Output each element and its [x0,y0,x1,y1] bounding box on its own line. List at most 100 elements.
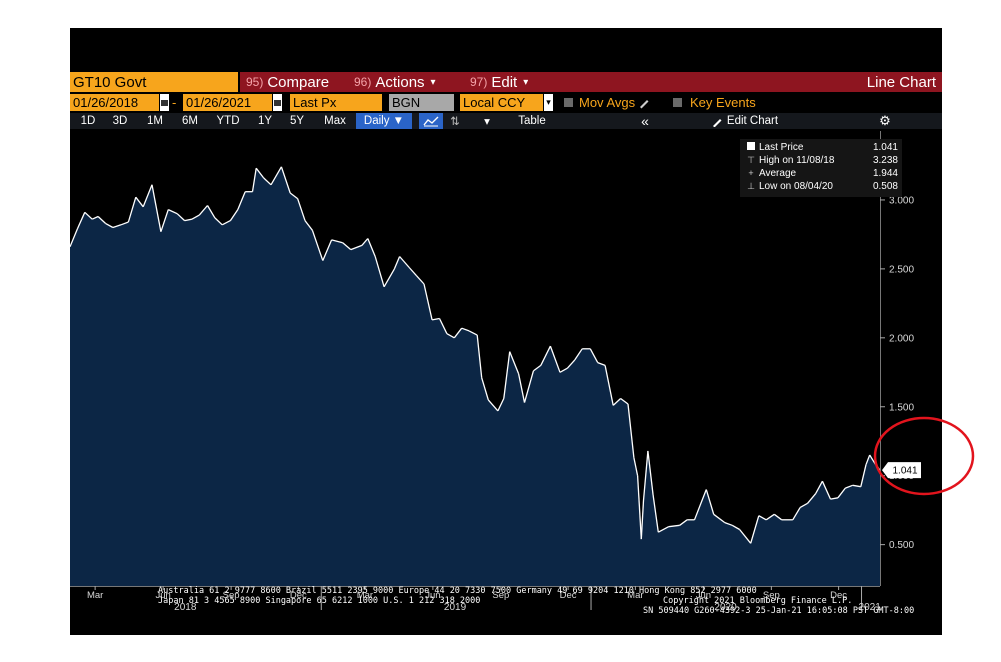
key-events-toggle[interactable]: Key Events [673,94,756,111]
series-line-segment [76,212,86,230]
series-line-segment [657,526,669,533]
year-label: 2018 [174,602,197,611]
series-line-segment [151,184,162,232]
range-6m-button[interactable]: 6M [182,115,198,127]
series-line-segment [361,238,369,246]
pencil-icon[interactable] [638,97,650,109]
x-tick-label: Mar [357,590,373,601]
range-1y-button[interactable]: 1Y [257,115,273,127]
x-tick-label: Dec [830,590,847,601]
series-line-segment [431,317,440,321]
series-line-segment [91,215,99,220]
terminal-window: GT10 Govt 95) Compare 96) Actions ▾ 97) … [70,28,942,635]
y-tick-label: 0.500 [889,540,914,551]
edit-chart-label: Edit Chart [726,115,779,127]
edit-chart-button[interactable]: Edit Chart [700,113,790,129]
series-line-segment [446,333,455,339]
collapse-button[interactable]: « [641,113,649,129]
series-line-segment [765,513,775,521]
split-icon[interactable]: ⇅ [450,116,460,128]
series-line-segment [517,373,526,403]
currency-select[interactable]: Local CCY [460,94,543,111]
legend-square-icon [746,142,756,152]
series-line-segment [120,221,129,226]
series-line-segment [815,480,823,494]
series-line-segment [830,497,839,500]
series-line-segment [758,515,767,521]
series-line-segment [799,502,808,508]
pricing-source-field[interactable]: BGN [389,94,454,111]
toolbar: 1D 3D 1M 6M YTD 1Y 5Y Max Daily ▼ ⇅ ▾ Ta… [70,113,942,129]
series-line-segment [549,345,561,373]
y-tick-label: 2.000 [889,333,914,344]
series-line-segment [322,239,333,261]
series-line-segment [383,268,395,288]
ticker-field[interactable]: GT10 Govt [70,72,238,92]
annotation-circle [873,416,975,496]
compare-menu[interactable]: 95) Compare [246,72,329,92]
series-line-segment [807,493,817,504]
end-date-field[interactable]: 01/26/2021 [183,94,272,111]
key-events-checkbox[interactable] [673,98,682,107]
series-line-segment [84,211,93,220]
footer-phones-line1: Australia 61 2 9777 8600 Brazil 5511 239… [158,586,757,596]
series-line-segment [481,377,489,401]
series-line-segment [773,513,783,521]
series-line-segment [640,500,645,540]
series-line-segment [750,515,760,544]
area-fill [70,166,880,587]
y-tick-label: 3.000 [889,195,914,206]
series-line-segment [693,489,707,521]
series-line-segment [342,242,352,251]
series-line-segment [127,197,137,223]
start-date-calendar-button[interactable] [160,94,169,111]
end-date-calendar-button[interactable] [273,94,282,111]
actions-menu[interactable]: 96) Actions ▾ [354,72,436,92]
x-tick-label: Jun [696,590,711,601]
edit-menu[interactable]: 97) Edit ▾ [470,72,528,92]
legend-low: ⊥ Low on 08/04/20 0.508 [746,180,898,192]
mov-avgs-checkbox[interactable] [564,98,573,107]
series-line-segment [869,454,876,464]
legend-last-price-value: 1.041 [872,141,898,153]
title-bar: GT10 Govt 95) Compare 96) Actions ▾ 97) … [70,72,942,92]
range-1m-button[interactable]: 1M [147,115,163,127]
period-select[interactable]: Daily ▼ [356,113,412,129]
compare-menu-label: Compare [267,73,330,91]
calendar-icon [274,100,281,106]
legend-low-label: Low on 08/04/20 [759,180,833,192]
series-line-segment [589,348,599,363]
price-field-select[interactable]: Last Px [290,94,382,111]
series-line-segment [289,192,298,200]
series-line-segment [668,524,680,528]
series-line-segment [367,238,376,257]
series-line-segment [523,370,535,403]
chart-legend: Last Price 1.041 ⊤ High on 11/08/18 3.23… [740,139,902,197]
price-chart[interactable]: 0.5001.0001.5002.0002.5003.000MarJunSepD… [70,131,942,611]
range-1d-button[interactable]: 1D [80,115,96,127]
x-tick-label: Sep [223,590,240,601]
mov-avgs-toggle[interactable]: Mov Avgs [564,94,650,111]
table-button[interactable]: Table [518,115,546,127]
x-tick-label: Sep [763,590,780,601]
range-5y-button[interactable]: 5Y [289,115,305,127]
currency-dropdown-button[interactable]: ▾ [544,94,553,111]
series-line-segment [350,244,363,251]
line-chart-style-button[interactable] [419,113,443,129]
settings-bar: 01/26/2018 - 01/26/2021 Last Px BGN Loca… [70,94,942,111]
series-line-segment [168,209,178,215]
range-max-button[interactable]: Max [324,115,346,127]
year-label: 2020 [714,602,737,611]
date-range-separator: - [172,95,177,110]
x-tick-label: Dec [560,590,577,601]
edit-menu-arrow: ▾ [523,76,529,88]
footer-phones-line2: Japan 81 3 4565 8900 Singapore 65 6212 1… [158,596,481,606]
range-ytd-button[interactable]: YTD [216,115,240,127]
compare-menu-number: 95) [246,75,264,89]
settings-gear-icon[interactable]: ⚙ [879,113,891,128]
series-line-segment [374,256,385,287]
legend-average-value: 1.944 [872,167,898,179]
start-date-field[interactable]: 01/26/2018 [70,94,159,111]
more-options-button[interactable]: ▾ [484,116,490,128]
range-3d-button[interactable]: 3D [112,115,128,127]
